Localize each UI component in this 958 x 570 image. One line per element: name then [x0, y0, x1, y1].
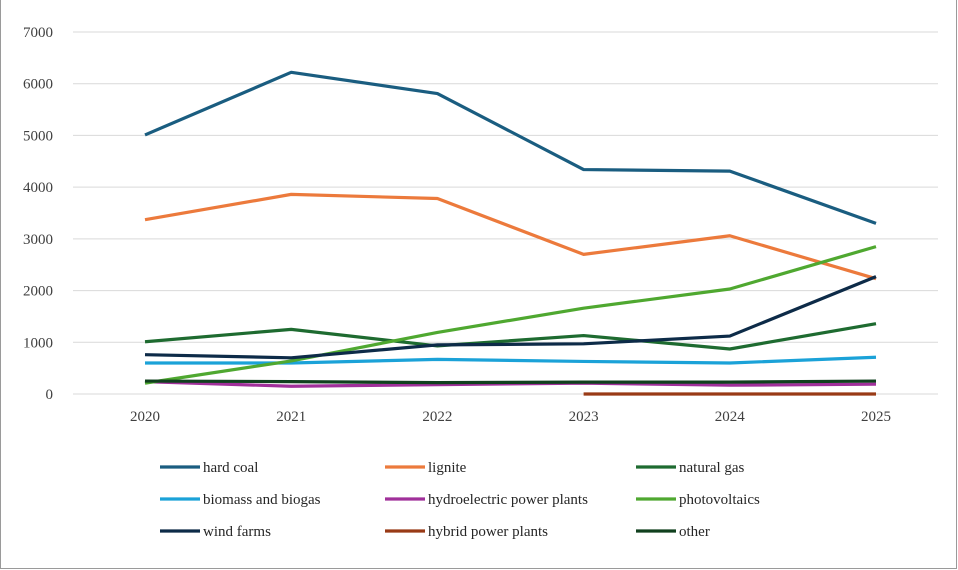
series-lines — [144, 70, 877, 396]
series-line-other — [144, 379, 877, 385]
legend-label: natural gas — [679, 460, 745, 476]
y-tick-label: 6000 — [23, 77, 53, 93]
legend-entry: hybrid power plants — [385, 524, 548, 540]
legend-entry: hard coal — [160, 460, 258, 476]
legend-label: hard coal — [203, 460, 258, 476]
y-tick-label: 4000 — [23, 180, 53, 196]
legend-label: lignite — [428, 460, 467, 476]
legend-label: hydroelectric power plants — [428, 492, 588, 508]
x-tick-label: 2022 — [422, 409, 452, 425]
x-tick-label: 2025 — [861, 409, 891, 425]
x-axis: 2020 2021 2022 2023 2024 2025 — [130, 409, 891, 425]
y-tick-label: 2000 — [23, 284, 53, 300]
x-tick-label: 2021 — [276, 409, 306, 425]
y-tick-label: 0 — [46, 387, 54, 403]
series-line-wind-farms — [144, 275, 877, 360]
legend-label: hybrid power plants — [428, 524, 548, 540]
x-tick-label: 2024 — [715, 409, 746, 425]
y-tick-label: 3000 — [23, 232, 53, 248]
y-axis: 0 1000 2000 3000 4000 5000 6000 7000 — [23, 25, 53, 403]
y-tick-label: 1000 — [23, 335, 53, 351]
legend-entry: hydroelectric power plants — [385, 492, 588, 508]
legend-entry: wind farms — [160, 524, 271, 540]
series-line-hard-coal — [144, 70, 877, 225]
legend: hard coal lignite natural gas biomass and b… — [160, 460, 760, 540]
y-tick-label: 5000 — [23, 128, 53, 144]
series-line-biomass-and-biogas — [145, 355, 877, 365]
series-line-natural-gas — [144, 322, 877, 351]
series-line-photovoltaics — [144, 245, 877, 385]
legend-label: other — [679, 524, 710, 540]
legend-entry: lignite — [385, 460, 467, 476]
x-tick-label: 2020 — [130, 409, 160, 425]
x-tick-label: 2023 — [569, 409, 599, 425]
legend-entry: natural gas — [636, 460, 745, 476]
legend-label: biomass and biogas — [203, 492, 321, 508]
legend-entry: other — [636, 524, 710, 540]
legend-label: photovoltaics — [679, 492, 760, 508]
legend-entry: biomass and biogas — [160, 492, 321, 508]
legend-entry: photovoltaics — [636, 492, 760, 508]
legend-label: wind farms — [203, 524, 271, 540]
gridlines — [73, 31, 938, 395]
y-tick-label: 7000 — [23, 25, 53, 41]
series-line-lignite — [144, 192, 877, 281]
